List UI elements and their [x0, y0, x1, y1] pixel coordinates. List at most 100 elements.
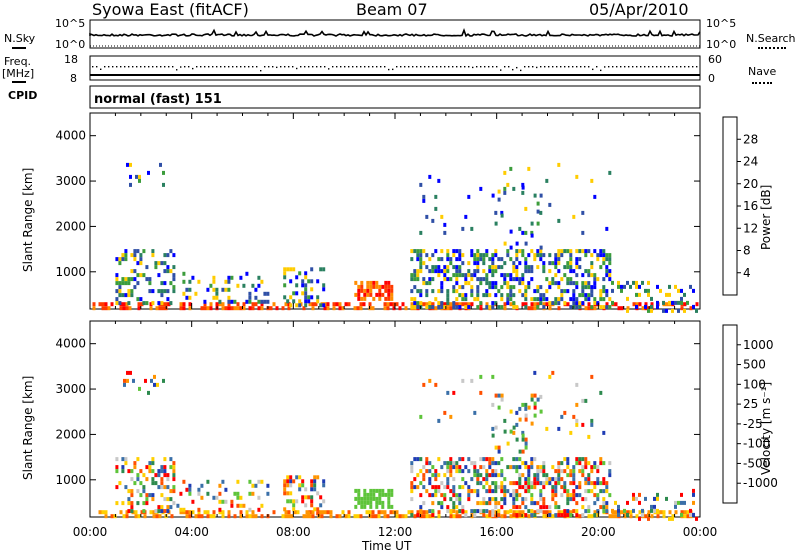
power-heatmap-cell: [302, 306, 306, 311]
velocity-heatmap-cell: [488, 473, 492, 478]
power-heatmap-cell: [470, 302, 474, 307]
power-heatmap-cell: [686, 300, 689, 305]
power-heatmap-cell: [122, 306, 126, 311]
velocity-heatmap-cell: [515, 410, 519, 415]
nave-point: [460, 66, 462, 68]
velocity-heatmap-cell: [251, 514, 255, 519]
power-heatmap-cell: [166, 269, 170, 274]
power-heatmap-cell: [500, 213, 504, 218]
velocity-heatmap-cell: [521, 461, 525, 466]
power-heatmap-cell: [500, 297, 504, 302]
power-heatmap-cell: [524, 285, 528, 290]
velocity-heatmap-cell: [378, 496, 382, 501]
power-heatmap-cell: [242, 306, 246, 311]
velocity-heatmap-cell: [153, 374, 156, 379]
velocity-heatmap-cell: [587, 473, 591, 478]
velocity-heatmap-cell: [668, 510, 672, 515]
velocity-heatmap-cell: [121, 457, 125, 462]
velocity-heatmap-cell: [425, 514, 429, 519]
power-heatmap-cell: [500, 285, 504, 290]
velocity-heatmap-cell: [387, 504, 391, 509]
power-heatmap-cell: [378, 296, 382, 301]
velocity-heatmap-cell: [389, 510, 393, 515]
velocity-heatmap-cell: [527, 514, 531, 519]
velocity-heatmap-cell: [524, 485, 528, 490]
velocity-heatmap-cell: [680, 512, 683, 517]
nave-point: [332, 66, 334, 68]
velocity-heatmap-cell: [551, 514, 555, 519]
nave-point: [572, 66, 574, 68]
power-heatmap-cell: [387, 292, 391, 297]
power-heatmap-cell: [322, 287, 326, 292]
velocity-heatmap-cell: [554, 513, 558, 518]
velocity-heatmap-cell: [142, 509, 146, 514]
power-heatmap-cell: [692, 288, 695, 293]
power-heatmap-cell: [503, 306, 507, 311]
power-heatmap-cell: [671, 300, 674, 305]
velocity-heatmap-cell: [149, 510, 153, 515]
power-heatmap-cell: [398, 306, 402, 311]
power-heatmap-cell: [599, 265, 603, 270]
velocity-heatmap-cell: [578, 493, 582, 498]
power-heatmap-cell: [593, 301, 597, 306]
power-heatmap-cell: [384, 296, 388, 301]
velocity-heatmap-cell: [185, 514, 189, 519]
nave-point: [100, 68, 102, 70]
velocity-heatmap-cell: [458, 457, 462, 462]
velocity-heatmap-cell: [452, 514, 456, 519]
power-heatmap-cell: [590, 293, 594, 298]
power-heatmap-cell: [185, 295, 189, 300]
nave-point: [588, 66, 590, 68]
nave-point: [424, 66, 426, 68]
power-heatmap-cell: [485, 293, 489, 298]
velocity-heatmap-cell: [572, 473, 576, 478]
nave-point: [468, 66, 470, 68]
power-heatmap-cell: [503, 277, 507, 282]
power-heatmap-cell: [130, 277, 134, 282]
power-heatmap-cell: [404, 306, 408, 311]
velocity-heatmap-cell: [518, 493, 522, 498]
power-heatmap-cell: [416, 257, 420, 262]
power-heatmap-cell: [425, 265, 429, 270]
power-heatmap-cell: [124, 249, 128, 254]
x-tick-label: 20:00: [581, 525, 616, 539]
nave-point: [304, 66, 306, 68]
power-heatmap-cell: [295, 303, 299, 308]
nave-point: [652, 66, 654, 68]
velocity-heatmap-cell: [596, 465, 600, 470]
velocity-heatmap-cell: [626, 512, 629, 517]
nave-point: [324, 66, 326, 68]
velocity-heatmap-cell: [518, 477, 522, 482]
nave-point: [208, 66, 210, 68]
velocity-heatmap-cell: [527, 509, 531, 514]
velocity-heatmap-cell: [151, 461, 155, 466]
power-heatmap-cell: [599, 297, 603, 302]
nave-point: [552, 66, 554, 68]
power-heatmap-cell: [524, 265, 528, 270]
velocity-heatmap-cell: [292, 479, 296, 484]
velocity-heatmap-cell: [422, 514, 426, 519]
velocity-heatmap-cell: [494, 461, 498, 466]
power-heatmap-cell: [287, 302, 291, 307]
nave-point: [204, 66, 206, 68]
velocity-heatmap-cell: [416, 473, 420, 478]
velocity-heatmap-cell: [491, 481, 495, 486]
velocity-heatmap-cell: [542, 501, 546, 506]
nave-point: [340, 66, 342, 68]
velocity-heatmap-cell: [545, 505, 549, 510]
power-heatmap-cell: [524, 241, 528, 246]
velocity-heatmap-cell: [557, 469, 561, 474]
velocity-heatmap-cell: [497, 449, 501, 454]
velocity-heatmap-cell: [363, 492, 367, 497]
velocity-heatmap-cell: [419, 505, 423, 510]
velocity-heatmap-cell: [359, 514, 363, 519]
velocity-heatmap-cell: [494, 514, 498, 519]
velocity-heatmap-cell: [197, 507, 201, 512]
velocity-heatmap-cell: [254, 483, 258, 488]
velocity-heatmap-cell: [248, 514, 252, 519]
power-heatmap-cell: [191, 275, 195, 280]
velocity-heatmap-cell: [127, 497, 131, 502]
power-heatmap-cell: [284, 302, 288, 307]
power-heatmap-cell: [479, 281, 483, 286]
power-heatmap-cell: [656, 300, 659, 305]
